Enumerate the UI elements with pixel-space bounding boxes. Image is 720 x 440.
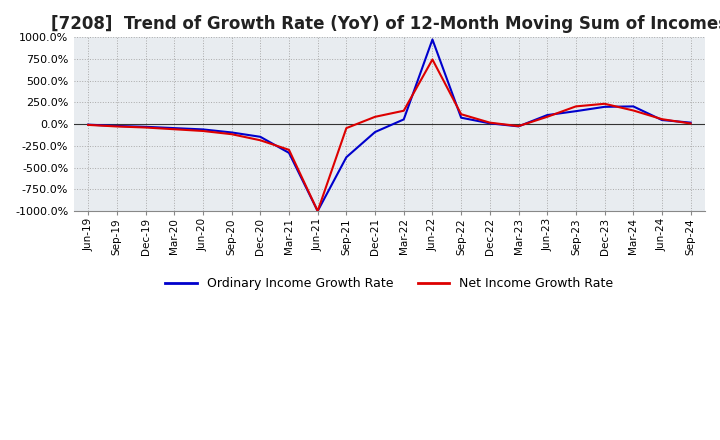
Legend: Ordinary Income Growth Rate, Net Income Growth Rate: Ordinary Income Growth Rate, Net Income … — [161, 272, 618, 295]
Title: [7208]  Trend of Growth Rate (YoY) of 12-Month Moving Sum of Incomes: [7208] Trend of Growth Rate (YoY) of 12-… — [51, 15, 720, 33]
